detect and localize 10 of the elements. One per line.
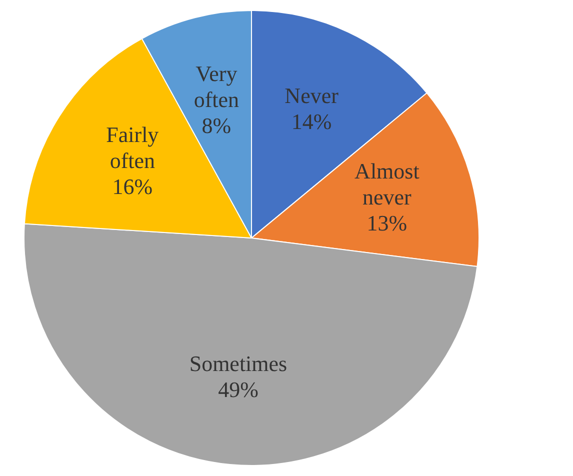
slice-label: Fairly often [106, 122, 159, 174]
data-label: 13% [366, 210, 408, 236]
data-label: 16% [112, 174, 153, 200]
slice-label: Very often [194, 61, 240, 112]
slice-label: Never [284, 83, 340, 108]
data-label: 14% [291, 109, 332, 134]
data-label: 8% [202, 113, 232, 138]
slice-label: Sometimes [189, 351, 288, 376]
data-label: 49% [218, 377, 258, 402]
slice-label: Almost never [354, 158, 420, 210]
